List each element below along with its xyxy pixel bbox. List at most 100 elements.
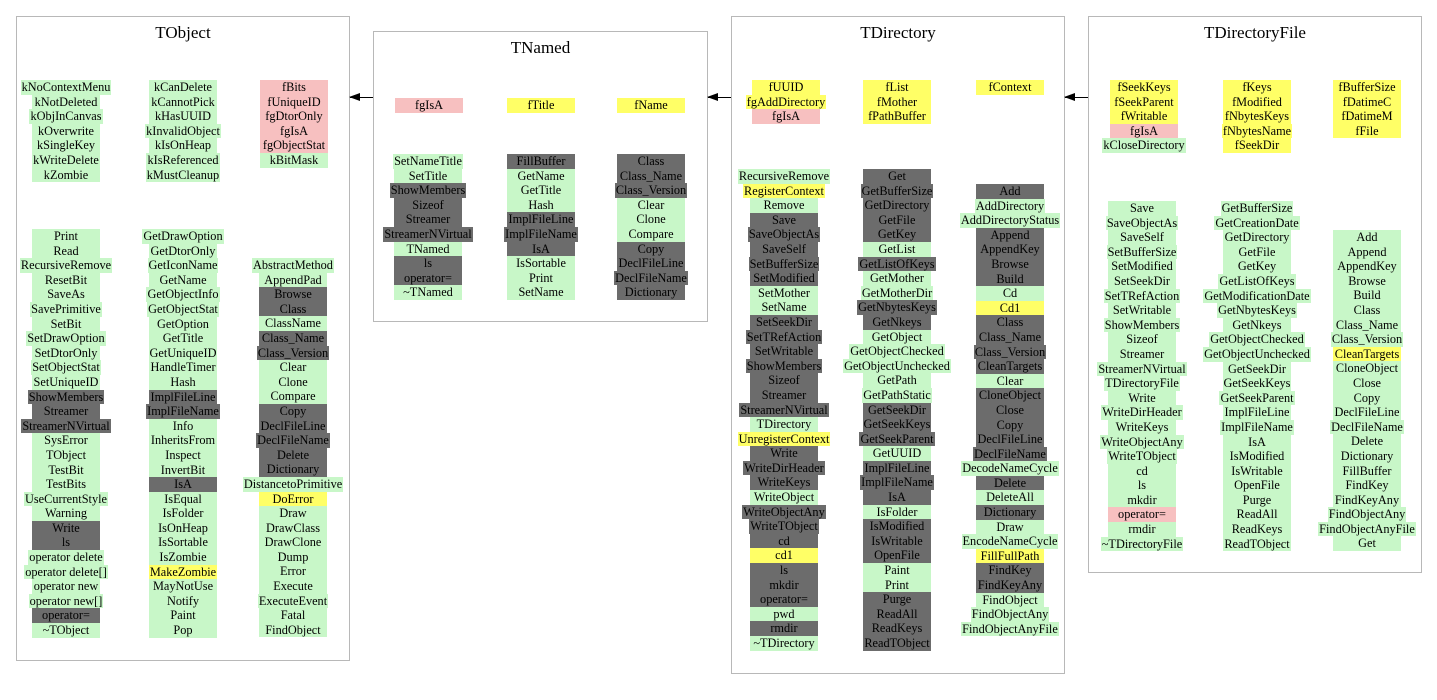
method-item: DeclFileName	[614, 270, 688, 286]
method-column: Get GetBufferSize GetDirectory GetFile GetKe…	[834, 169, 960, 651]
method-item: Cd	[976, 286, 1044, 301]
method-item: Streamer	[1108, 346, 1176, 362]
method-item: GetBufferSize	[860, 183, 934, 199]
method-item: ImplFileName	[504, 226, 578, 242]
member-item: kZombie	[32, 167, 100, 183]
method-item: operator new[]	[28, 593, 104, 609]
inheritance-arrow-tdirectory-to-tnamed	[707, 93, 731, 101]
method-item: DrawClone	[259, 535, 327, 550]
method-item: Class_Version	[973, 344, 1047, 360]
method-item: Add	[1333, 230, 1401, 245]
method-item: IsOnHeap	[149, 520, 217, 536]
method-item: GetListOfKeys	[1218, 273, 1296, 289]
method-item: StreamerNVirtual	[1097, 361, 1187, 377]
member-column: fName	[606, 98, 696, 113]
method-item: Class_Name	[976, 329, 1044, 345]
method-item: GetSeekParent	[1219, 390, 1295, 406]
method-item: ~TObject	[32, 623, 100, 638]
method-item: ReadAll	[1223, 507, 1291, 523]
method-column: GetBufferSize GetCreationDate GetDirectory…	[1187, 201, 1327, 552]
method-item: Copy	[259, 403, 327, 419]
method-item: GetTitle	[149, 331, 217, 346]
method-item: Dictionary	[976, 505, 1044, 520]
method-item: Append	[976, 227, 1044, 243]
method-item: FillFullPath	[976, 548, 1044, 564]
method-item: SetWritable	[1108, 303, 1176, 318]
method-item: IsSortable	[507, 256, 575, 271]
method-item: Sizeof	[1108, 332, 1176, 347]
method-item: operator=	[1108, 507, 1176, 523]
method-item: MayNotUse	[149, 579, 217, 594]
method-item: CleanTargets	[1333, 346, 1401, 362]
method-item: SetObjectStat	[31, 360, 101, 375]
method-item: SetBit	[32, 316, 100, 332]
method-item: ImplFileLine	[149, 389, 217, 405]
member-item: fUUID	[752, 80, 820, 95]
method-item: Purge	[1223, 492, 1291, 508]
method-item: Class_Name	[1333, 317, 1401, 333]
method-item: IsWritable	[863, 533, 931, 549]
method-item: SetModified	[1108, 259, 1176, 274]
method-item: Copy	[1333, 390, 1401, 406]
method-item: Dictionary	[1333, 448, 1401, 464]
method-item: GetKey	[863, 227, 931, 242]
member-item: kNotDeleted	[32, 94, 100, 110]
method-item: Get	[863, 169, 931, 184]
method-item: IsA	[149, 477, 217, 492]
method-column: FillBuffer GetName GetTitle Hash ImplFileLin…	[491, 154, 591, 300]
member-item: kSingleKey	[32, 138, 100, 153]
method-item: FillBuffer	[507, 154, 575, 169]
method-item: SaveAs	[32, 287, 100, 302]
member-item: kBitMask	[260, 152, 328, 168]
method-item: Class	[259, 301, 327, 317]
member-item: fPathBuffer	[863, 109, 931, 124]
method-item: ReadTObject	[863, 636, 931, 651]
method-item: Pop	[149, 623, 217, 638]
member-item: fBits	[260, 80, 328, 95]
method-item: Class_Version	[614, 183, 688, 198]
method-item: Draw	[976, 519, 1044, 535]
method-item: UseCurrentStyle	[24, 491, 108, 507]
method-item: AppendKey	[976, 242, 1044, 257]
method-item: Compare	[617, 226, 685, 242]
class-box-tdirectory: TDirectory fUUID fgAddDirectory fgIsA fLis…	[731, 16, 1065, 674]
member-item: fUniqueID	[260, 94, 328, 110]
member-item: kMustCleanup	[145, 167, 221, 183]
method-item: mkdir	[750, 577, 818, 593]
method-item: GetPath	[863, 373, 931, 388]
method-item: Add	[976, 184, 1044, 199]
method-item: ShowMembers	[389, 183, 467, 198]
method-item: rmdir	[1108, 522, 1176, 537]
method-item: GetKey	[1223, 259, 1291, 274]
method-item: IsModified	[1223, 449, 1291, 464]
method-item: DeclFileName	[973, 446, 1047, 462]
method-item: OpenFile	[1223, 478, 1291, 493]
method-item: StreamerNVirtual	[383, 226, 473, 242]
member-item: kHasUUID	[149, 109, 217, 124]
method-item: Close	[976, 402, 1044, 418]
method-item: DeclFileName	[1330, 419, 1404, 435]
method-item: WriteObjectAny	[1100, 434, 1184, 450]
method-item: SetSeekDir	[750, 314, 818, 330]
method-item: Streamer	[394, 212, 462, 227]
member-column: fUUID fgAddDirectory fgIsA	[734, 80, 838, 124]
method-item: AppendKey	[1333, 259, 1401, 274]
method-item: Class	[976, 315, 1044, 330]
method-item: ImplFileName	[860, 475, 934, 491]
member-item: fList	[863, 80, 931, 95]
member-item: kWriteDelete	[32, 152, 100, 168]
method-item: ReadTObject	[1223, 536, 1291, 552]
member-column: fContext	[958, 80, 1062, 95]
method-item: GetDtorOnly	[149, 243, 217, 259]
method-item: GetModificationDate	[1203, 288, 1311, 304]
method-column: Print Read RecursiveRemove ResetBit SaveAs Sa…	[11, 229, 121, 638]
method-item: SetDrawOption	[26, 331, 106, 346]
member-column: kNoContextMenu kNotDeleted kObjInCanvas kOv…	[11, 80, 121, 183]
method-item: ShowMembers	[1103, 317, 1181, 333]
method-column: GetDrawOption GetDtorOnly GetIconName GetNa…	[121, 229, 245, 638]
method-item: TDirectoryFile	[1104, 376, 1180, 391]
method-item: Streamer	[750, 387, 818, 403]
method-item: SetName	[750, 300, 818, 315]
method-item: Browse	[1333, 273, 1401, 289]
member-item: fBufferSize	[1333, 80, 1401, 95]
